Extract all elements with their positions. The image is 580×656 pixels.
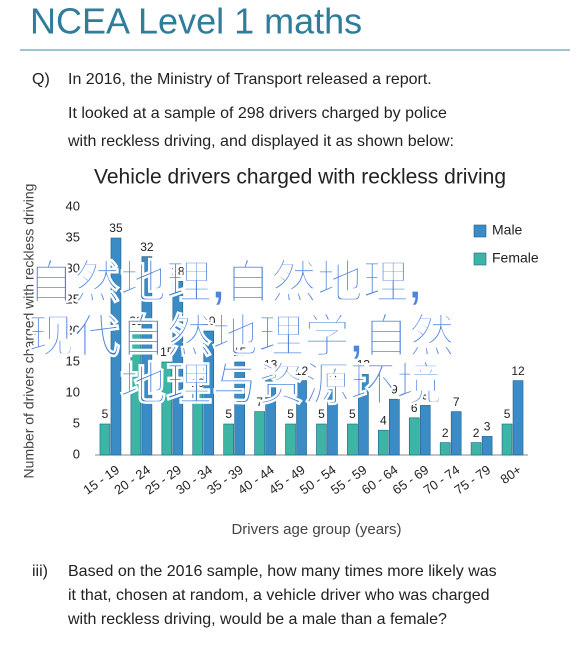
bar [99,423,111,456]
watermark-line: 地理与资源环境 [120,358,442,410]
data-label: 2 [442,426,449,440]
y-tick-label: 40 [66,198,80,213]
data-label: 2 [473,426,480,440]
legend-label: Male [492,222,523,238]
data-label: 13 [264,358,278,372]
bar [172,281,184,456]
data-label: 20 [129,314,143,328]
data-label: 7 [256,395,263,409]
bar [316,423,327,456]
data-label: 12 [295,364,309,378]
bar [347,423,358,456]
data-label: 11 [326,370,339,384]
header-title: NCEA Level 1 maths [30,1,362,42]
data-label: 9 [391,382,398,396]
legend-label: Female [492,250,539,266]
legend-swatch [473,252,487,266]
bar [419,405,431,456]
legend-swatch [473,224,487,238]
data-label: 6 [411,401,418,415]
data-label: 7 [453,395,460,409]
bar [512,380,524,456]
sub-question-line: with reckless driving, would be a male t… [67,611,447,628]
question-line: It looked at a sample of 298 drivers cha… [68,105,447,122]
data-label: 5 [287,407,294,421]
y-tick-label: 0 [73,446,80,461]
y-tick-label: 5 [73,415,80,430]
bar [296,380,307,456]
data-label: 32 [140,240,154,254]
data-label: 5 [318,407,325,421]
bar [481,436,493,456]
bar [265,374,276,456]
bar [358,374,369,456]
y-tick-label: 20 [66,322,80,337]
question-label: Q) [32,71,50,88]
bar [408,417,420,456]
bar [470,442,482,456]
bar [223,423,234,456]
data-label: 8 [422,389,429,403]
bar [254,411,265,456]
bar [285,423,296,456]
data-label: 12 [511,364,525,378]
y-tick-label: 10 [66,384,80,399]
bar [450,411,462,456]
bar [130,330,142,456]
y-tick-label: 15 [66,353,80,368]
data-label: 28 [171,265,185,279]
x-axis-label: Drivers age group (years) [231,521,401,538]
data-label: 5 [225,407,232,421]
data-label: 10 [191,376,205,390]
question-line: In 2016, the Ministry of Transport relea… [68,71,432,88]
data-label: 15 [160,345,174,359]
bar [439,442,451,456]
bar [192,392,204,456]
bar [389,398,400,456]
data-label: 3 [484,420,491,434]
data-label: 35 [109,221,123,235]
bar [378,429,389,456]
y-tick-label: 30 [66,260,80,275]
bar [161,361,173,456]
data-label: 20 [202,314,216,328]
data-label: 4 [380,413,387,427]
sub-question-line: it that, chosen at random, a vehicle dri… [68,587,490,604]
y-axis-label: Number of drivers charged with reckless … [21,184,37,479]
bar [501,423,513,456]
data-label: 5 [349,407,356,421]
data-label: 13 [357,358,371,372]
question-line: with reckless driving, and displayed it … [67,133,454,150]
sub-question-label: iii) [32,563,48,580]
data-label: 5 [102,407,109,421]
bar [141,256,153,456]
bar [110,237,122,456]
bar [203,330,215,456]
chart-title: Vehicle drivers charged with reckless dr… [94,166,506,189]
bar [234,361,245,456]
sub-question-line: Based on the 2016 sample, how many times… [68,563,497,580]
watermark-line: 现代自然地理学,自然 [28,310,455,362]
watermark-line: 自然地理,自然地理, [28,256,422,308]
y-tick-label: 35 [66,229,80,244]
bar [327,386,338,456]
data-label: 15 [233,345,247,359]
data-label: 5 [504,407,511,421]
y-tick-label: 25 [66,291,80,306]
